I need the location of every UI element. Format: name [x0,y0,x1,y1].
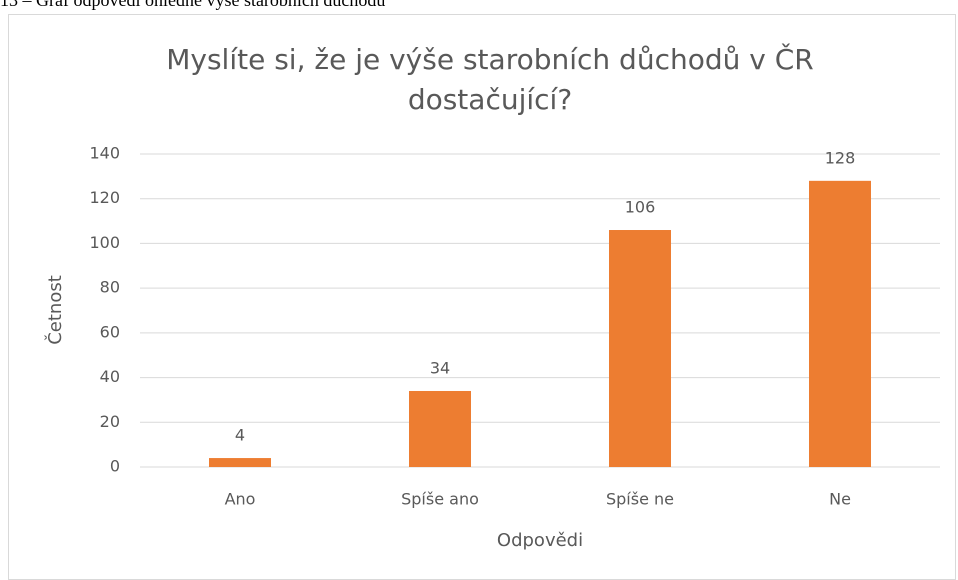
x-tick-label: Spíše ano [401,490,479,509]
y-tick-label: 20 [100,412,120,431]
data-label: 128 [825,148,856,167]
x-axis-label: Odpovědi [497,530,583,551]
bar [609,230,671,467]
data-label: 106 [625,198,656,217]
bar [809,180,871,468]
caption: 13 – Graf odpovědí ohledně výše starobní… [0,0,386,10]
bar [209,458,271,467]
data-label: 4 [235,426,245,445]
chart-title: Myslíte si, že je výše starobních důchod… [166,43,814,116]
y-tick-label: 60 [100,322,120,341]
y-tick-label: 80 [100,278,120,297]
y-tick-label: 120 [89,188,120,207]
y-tick-label: 100 [89,233,120,252]
y-axis-label: Četnost [44,275,66,345]
bar [409,390,471,467]
x-tick-label: Ano [225,490,256,509]
data-label: 34 [430,358,450,377]
x-tick-label: Ne [829,490,851,509]
y-tick-label: 140 [89,144,120,163]
y-tick-label: 0 [110,457,120,476]
x-tick-label: Spíše ne [606,490,674,509]
y-tick-label: 40 [100,367,120,386]
